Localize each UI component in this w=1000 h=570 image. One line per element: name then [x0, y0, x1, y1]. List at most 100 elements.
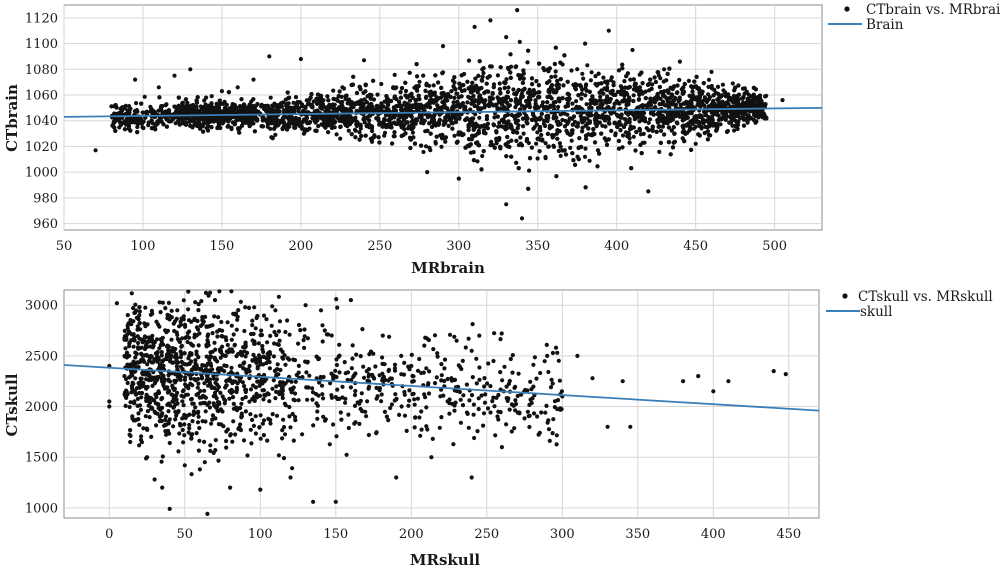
data-point: [428, 93, 433, 99]
data-point: [295, 99, 300, 105]
data-point: [660, 124, 666, 129]
data-point: [508, 70, 513, 75]
data-point: [436, 80, 441, 85]
data-point: [502, 85, 507, 91]
data-point: [598, 94, 603, 99]
data-point: [497, 120, 502, 125]
data-point: [604, 142, 610, 147]
data-point: [655, 70, 660, 75]
chart-brain: 50 100 150 200 250 300 350 400 450 500 9609801000…: [3, 2, 1000, 277]
data-point: [376, 118, 381, 123]
data-point: [715, 112, 720, 117]
data-point: [622, 79, 627, 84]
data-point: [471, 126, 476, 131]
data-point: [694, 74, 699, 79]
data-point: [126, 120, 131, 125]
data-point: [629, 126, 634, 131]
data-point: [452, 133, 457, 138]
data-point: [128, 116, 133, 121]
data-point: [419, 143, 424, 148]
data-point: [448, 94, 453, 100]
data-point: [403, 131, 408, 136]
data-point: [556, 104, 561, 110]
data-point: [595, 164, 600, 169]
data-point: [494, 141, 499, 146]
data-point: [140, 110, 145, 115]
data-point: [490, 96, 495, 101]
data-point: [440, 133, 445, 138]
data-point: [514, 138, 519, 143]
data-point: [138, 117, 143, 122]
data-point: [509, 154, 514, 159]
data-point: [665, 96, 670, 102]
data-point: [619, 92, 624, 97]
data-point: [575, 124, 580, 129]
data-point: [535, 130, 540, 135]
data-point: [451, 104, 456, 109]
data-point: [671, 125, 676, 130]
data-point: [640, 91, 645, 96]
data-point: [706, 77, 712, 82]
data-point: [597, 120, 603, 125]
data-point: [537, 149, 542, 154]
data-point: [466, 137, 472, 142]
data-point: [271, 103, 276, 109]
data-point: [417, 79, 422, 84]
data-point: [387, 122, 392, 127]
data-point: [532, 91, 537, 96]
data-point: [496, 124, 501, 129]
data-point: [615, 112, 620, 118]
data-point: [579, 96, 584, 101]
data-point: [583, 93, 588, 98]
data-point: [337, 89, 342, 94]
data-point: [545, 94, 550, 100]
data-point: [706, 97, 712, 102]
data-point: [690, 93, 696, 98]
data-point: [485, 121, 490, 126]
data-point: [556, 85, 561, 90]
data-point: [450, 126, 455, 131]
data-point: [172, 104, 177, 109]
data-point: [706, 84, 711, 89]
data-point: [627, 110, 632, 115]
data-point: [570, 151, 575, 156]
data-point: [423, 95, 429, 100]
data-point: [433, 99, 438, 104]
data-point: [702, 130, 707, 136]
data-point: [634, 129, 639, 135]
data-point: [697, 123, 702, 128]
data-point: [478, 93, 483, 98]
data-point: [586, 126, 591, 131]
data-point: [722, 90, 728, 95]
data-point: [390, 141, 395, 146]
data-point: [639, 70, 644, 75]
data-point: [580, 129, 585, 134]
data-point: [236, 127, 241, 132]
data-point: [217, 98, 222, 103]
data-point: [251, 121, 256, 126]
data-point: [633, 81, 638, 86]
data-point: [308, 95, 313, 100]
data-point: [183, 97, 188, 102]
data-point: [616, 138, 622, 144]
data-point: [289, 115, 294, 120]
data-point: [574, 99, 579, 104]
data-point: [592, 140, 598, 145]
data-point: [583, 133, 589, 138]
data-point: [735, 126, 740, 131]
data-point: [670, 93, 675, 98]
data-point: [724, 114, 729, 120]
data-point: [698, 91, 703, 96]
data-point: [590, 94, 595, 99]
data-point: [311, 99, 316, 104]
data-point: [452, 95, 457, 100]
data-point: [366, 108, 371, 113]
data-point: [674, 120, 680, 125]
data-point: [631, 87, 637, 92]
data-point: [357, 84, 362, 89]
data-point: [206, 124, 211, 129]
data-point: [239, 104, 244, 109]
data-point: [217, 110, 222, 115]
data-point: [141, 119, 146, 124]
